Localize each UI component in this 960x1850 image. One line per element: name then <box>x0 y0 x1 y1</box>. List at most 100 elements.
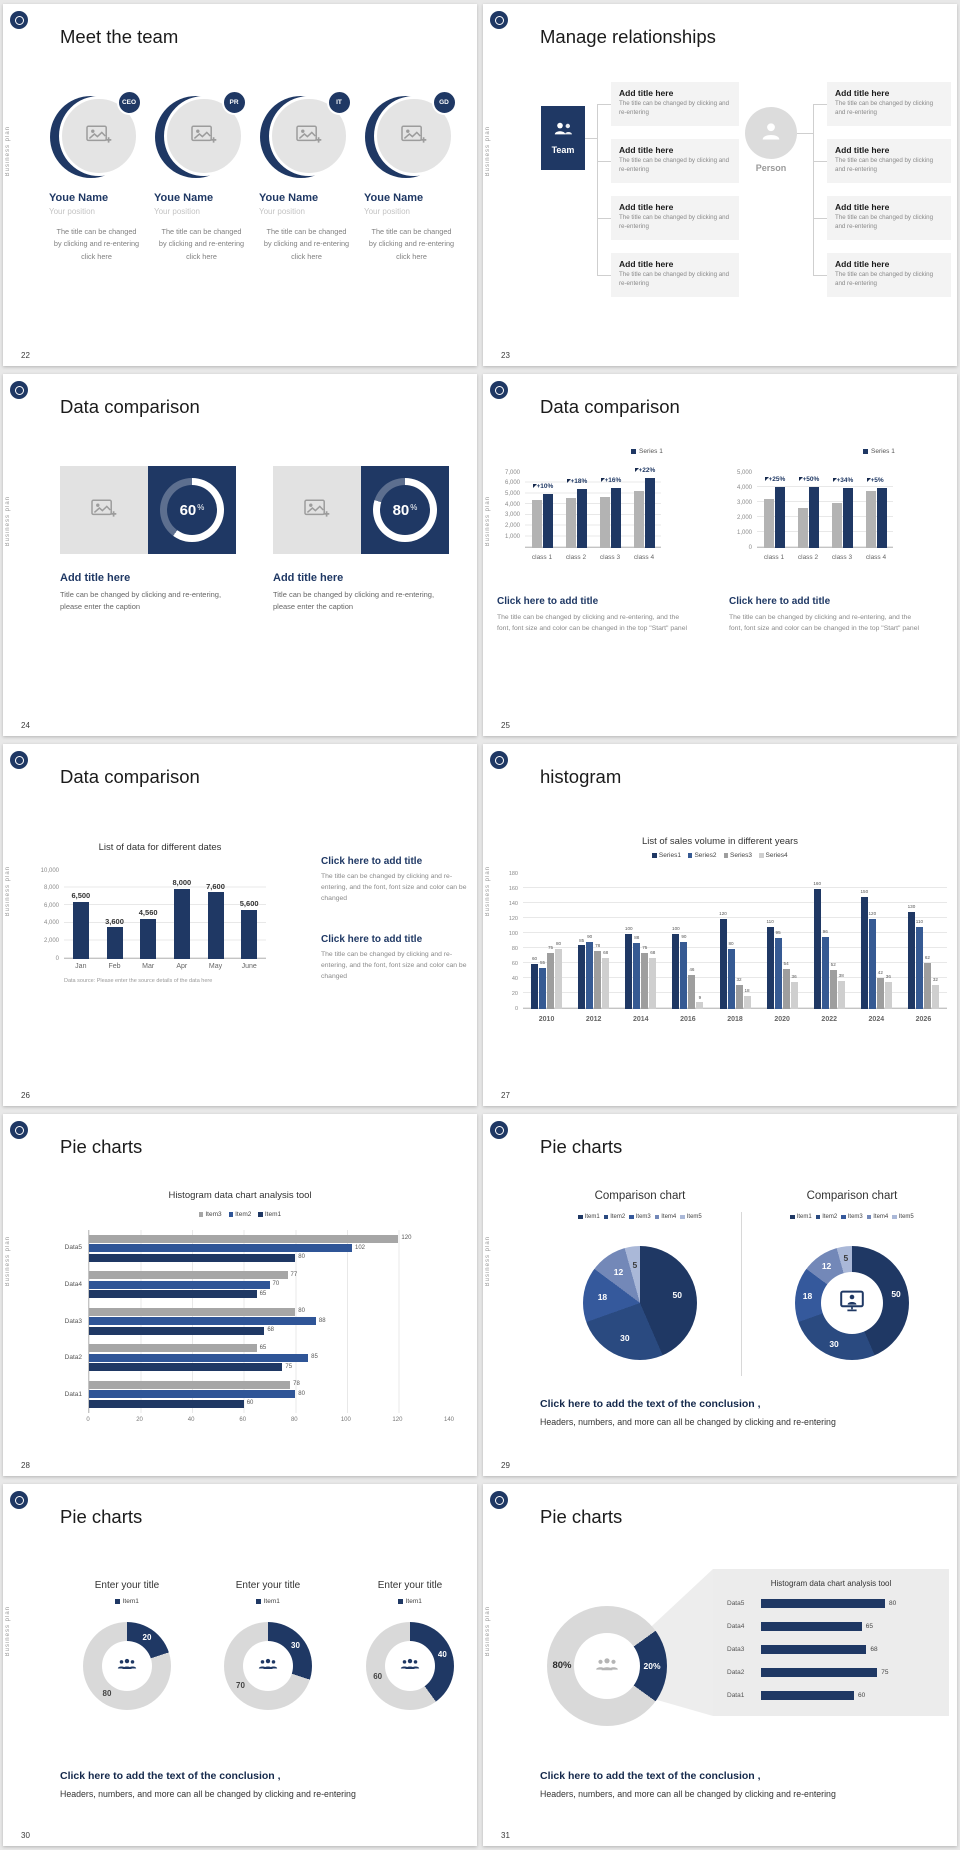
x-axis-category-label: Apr <box>176 963 188 970</box>
legend-label: Item3 <box>205 1211 222 1218</box>
grid-cell: Business plan Pie charts Histogram data … <box>0 1110 480 1480</box>
bar-value-label: 6,500 <box>71 891 91 901</box>
path <box>564 132 572 135</box>
brand-logo-icon <box>10 751 28 769</box>
business-plan-vertical-label: Business plan <box>5 866 11 917</box>
legend-label: Series2 <box>694 852 717 859</box>
y-axis-tick-label: 8,000 <box>43 885 59 892</box>
brand-logo-icon <box>490 1491 508 1509</box>
category-label: Data3 <box>727 1646 745 1653</box>
percent-callout-flag <box>600 478 605 483</box>
slide-22[interactable]: Business plan Meet the team CEO Youe Nam… <box>3 4 477 366</box>
people-group-icon <box>594 1656 620 1677</box>
bar <box>743 995 751 1009</box>
bar <box>578 945 586 1009</box>
bar <box>719 919 727 1009</box>
y-axis-category-label: Data2 <box>64 1354 82 1362</box>
pie-slice-label: 50 <box>891 1288 901 1299</box>
bar-value-label: 68 <box>603 950 609 956</box>
grouped-bar-chart: 180 160 140 120 100 80 60 40 20 0 60 55 75 80 2010 85 90… <box>501 866 951 1031</box>
panel-body: Title can be changed by clicking and re-… <box>60 590 222 611</box>
member-photo-frame: PR <box>154 90 247 178</box>
team-member-card: CEO Youe Name Your position The title ca… <box>47 90 146 263</box>
slide-title: Pie charts <box>60 1506 143 1527</box>
bar <box>89 1280 270 1289</box>
slide-24[interactable]: Business plan Data comparison 60% Add ti… <box>3 374 477 736</box>
bar-value-label: 78 <box>293 1381 300 1388</box>
slide-26[interactable]: Business plan Data comparison List of da… <box>3 744 477 1106</box>
x-axis-category-label: class 1 <box>531 554 553 561</box>
bar-value-label: 38 <box>838 972 844 978</box>
horizontal-bar-chart: Data5 120 102 80 Data4 77 70 65 Data3 80 88 68 Data2… <box>48 1226 473 1436</box>
bar <box>89 1290 257 1299</box>
x-axis-category-label: class 2 <box>797 554 819 561</box>
bar-value-label: 96 <box>822 929 828 935</box>
chart-title: List of data for different dates <box>98 842 222 853</box>
conclusion-heading: Click here to add the text of the conclu… <box>540 1770 761 1782</box>
path <box>847 1306 857 1311</box>
x-axis-category-label: 2012 <box>585 1016 602 1023</box>
relation-box: Add title here The title can be changed … <box>827 253 951 297</box>
slide-27[interactable]: Business plan histogram List of sales vo… <box>483 744 957 1106</box>
chart-legend: Series 1 <box>863 448 895 455</box>
bar-value-label: 85 <box>579 937 585 943</box>
legend-label: Item3 <box>635 1214 651 1220</box>
y-axis-tick-label: 10,000 <box>40 867 59 874</box>
bar <box>576 488 587 548</box>
y-axis-tick-label: 2,000 <box>736 514 752 521</box>
team-label: Team <box>551 145 575 155</box>
bar-value-label: 42 <box>877 969 883 975</box>
relation-box: Add title here The title can be changed … <box>611 82 739 126</box>
legend-swatch <box>578 1214 583 1220</box>
business-plan-vertical-label: Business plan <box>5 496 11 547</box>
path <box>110 511 117 517</box>
bar <box>680 941 688 1009</box>
bar <box>761 1691 854 1700</box>
rect <box>400 125 422 142</box>
legend-label: Item3 <box>847 1214 863 1220</box>
i <box>14 1495 24 1505</box>
slide-29[interactable]: Business plan Pie charts Comparison char… <box>483 1114 957 1476</box>
connector-line <box>813 104 814 276</box>
i <box>494 755 504 765</box>
slide-30[interactable]: Business plan Pie charts Enter your titl… <box>3 1484 477 1846</box>
bar <box>89 1234 399 1243</box>
legend-swatch <box>759 853 764 858</box>
rect <box>91 499 112 516</box>
member-position: Your position <box>154 207 200 216</box>
donut-chart: 50 30 18 12 5 <box>795 1246 909 1360</box>
svg <box>762 123 780 140</box>
circle <box>604 1657 610 1663</box>
category-label: Data1 <box>727 1692 745 1699</box>
slide-31[interactable]: Business plan Pie charts 80% 20% Histogr… <box>483 1484 957 1846</box>
business-plan-vertical-label: Business plan <box>485 866 491 917</box>
legend-item: Item5 <box>680 1214 702 1220</box>
chart-caption-heading: Click here to add title <box>497 596 599 607</box>
x-axis-tick-label: 140 <box>443 1417 454 1423</box>
box-title: Add title here <box>835 259 890 269</box>
y-axis-tick-label: 3,000 <box>504 512 520 519</box>
box-text: The title can be changed by clicking and… <box>835 157 934 173</box>
svg <box>554 122 572 135</box>
bar <box>641 952 649 1009</box>
relation-box: Add title here The title can be changed … <box>827 82 951 126</box>
legend-item: Item3 <box>841 1214 863 1220</box>
slide-25[interactable]: Business plan Data comparison Series 1 7… <box>483 374 957 736</box>
pie-slice-label: 5 <box>632 1260 638 1271</box>
legend-label: Item5 <box>898 1214 914 1220</box>
x-axis-category-label: class 4 <box>633 554 655 561</box>
x-axis-category-label: 2022 <box>821 1016 837 1023</box>
slide-title: Manage relationships <box>540 26 716 47</box>
bar-value-label: 100 <box>624 926 633 932</box>
bar-value-label: 80 <box>889 1600 897 1607</box>
bar <box>89 1363 283 1372</box>
bar-value-label: 60 <box>246 1400 254 1407</box>
slide-28[interactable]: Business plan Pie charts Histogram data … <box>3 1114 477 1476</box>
donut-rest-label: 60 <box>373 1671 383 1681</box>
connector-line <box>597 161 611 162</box>
x-axis-category-label: 2026 <box>915 1016 932 1023</box>
slide-23[interactable]: Business plan Manage relationships Team … <box>483 4 957 366</box>
bar-value-label: 60 <box>858 1692 866 1699</box>
x-axis-category-label: class 3 <box>831 554 853 561</box>
bar <box>72 901 89 959</box>
